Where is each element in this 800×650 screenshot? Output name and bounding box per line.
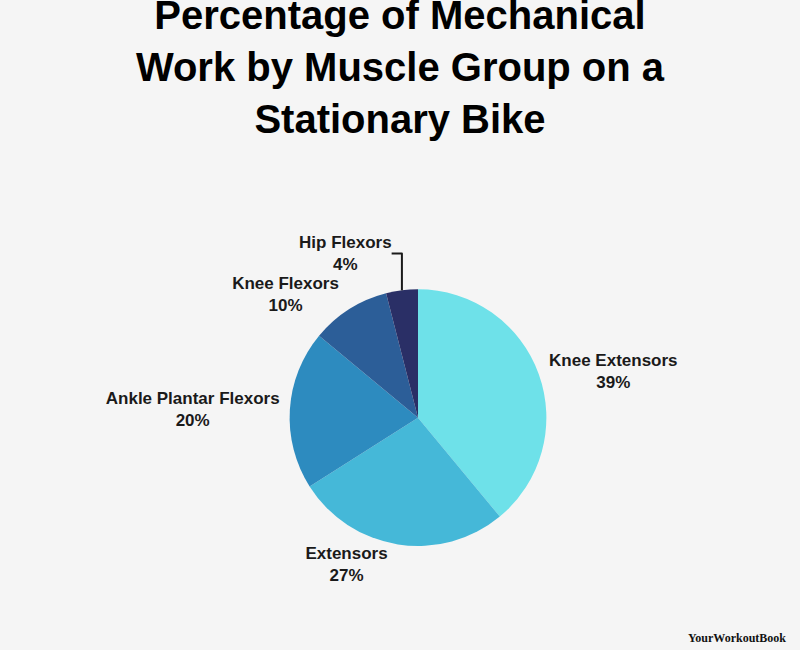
svg-text:Knee Flexors10%: Knee Flexors10%	[232, 274, 339, 315]
svg-text:Knee Extensors39%: Knee Extensors39%	[549, 351, 678, 392]
svg-text:Hip Flexors4%: Hip Flexors4%	[299, 233, 392, 274]
svg-text:Extensors27%: Extensors27%	[305, 544, 387, 585]
svg-text:Percentage of MechanicalWork b: Percentage of MechanicalWork by Muscle G…	[136, 0, 665, 141]
svg-text:YourWorkoutBook: YourWorkoutBook	[688, 631, 786, 645]
svg-text:Ankle Plantar Flexors20%: Ankle Plantar Flexors20%	[106, 389, 280, 430]
